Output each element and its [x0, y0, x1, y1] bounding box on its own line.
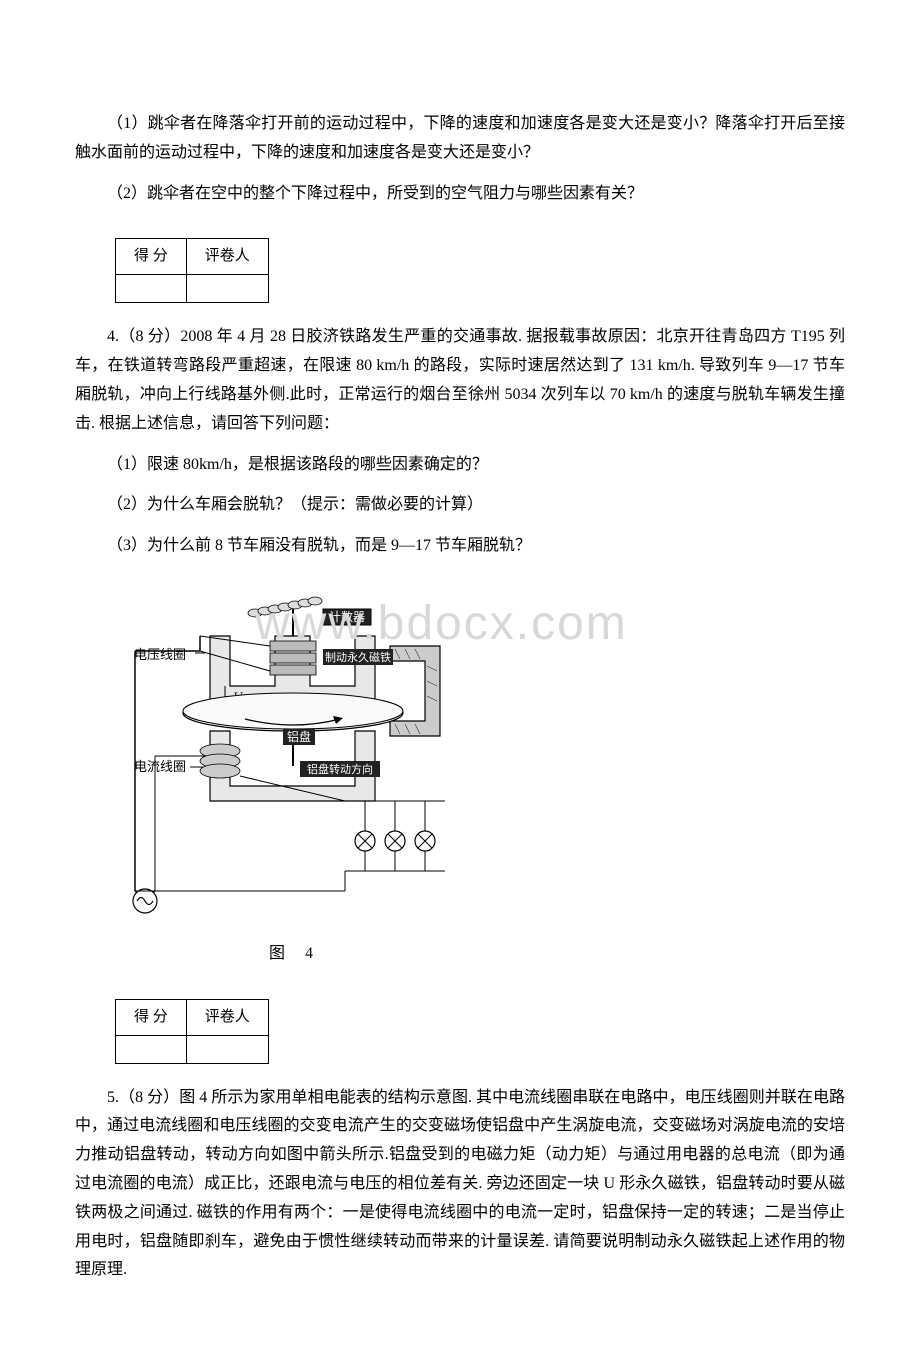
grader-col-label-2: 评卷人 [186, 999, 268, 1035]
score-col-label-2: 得 分 [116, 999, 187, 1035]
grader-col-label: 评卷人 [186, 239, 268, 275]
svg-text:电流线圈: 电流线圈 [134, 759, 186, 774]
q3-sub2: （2）跳伞者在空中的整个下降过程中，所受到的空气阻力与哪些因素有关？ [75, 180, 845, 209]
svg-text:电压线圈: 电压线圈 [134, 647, 186, 662]
score-col-label: 得 分 [116, 239, 187, 275]
q4-sub3: （3）为什么前 8 节车厢没有脱轨，而是 9—17 节车厢脱轨？ [75, 532, 845, 561]
grader-cell-empty [186, 275, 268, 303]
svg-text:计数器: 计数器 [329, 609, 365, 624]
score-table-2: 得 分 评卷人 [115, 999, 269, 1064]
diagram-caption: 图 4 [105, 940, 485, 969]
q4-sub1: （1）限速 80km/h，是根据该路段的哪些因素确定的？ [75, 451, 845, 480]
energy-meter-diagram: 计数器 电压线圈 U [105, 591, 475, 921]
magnet-icon [390, 646, 440, 736]
svg-text:铝盘: 铝盘 [287, 729, 311, 744]
score-cell-empty [116, 275, 187, 303]
score-cell-empty-2 [116, 1035, 187, 1063]
score-table-1: 得 分 评卷人 [115, 238, 269, 303]
q4-stem: 4.（8 分）2008 年 4 月 28 日胶济铁路发生严重的交通事故. 据报载… [75, 323, 845, 438]
grader-cell-empty-2 [186, 1035, 268, 1063]
q4-sub2: （2）为什么车厢会脱轨？（提示：需做必要的计算） [75, 491, 845, 520]
diagram-figure: 计数器 电压线圈 U [105, 591, 485, 969]
svg-text:铝盘转动方向: 铝盘转动方向 [307, 762, 373, 776]
q3-sub1: （1）跳伞者在降落伞打开前的运动过程中，下降的速度和加速度各是变大还是变小？降落… [75, 110, 845, 168]
svg-text:制动永久磁铁: 制动永久磁铁 [325, 650, 391, 664]
voltage-coil-core [200, 636, 375, 701]
q5-stem: 5.（8 分）图 4 所示为家用单相电能表的结构示意图. 其中电流线圈串联在电路… [75, 1084, 845, 1286]
counter-icon [248, 597, 322, 617]
load-symbols [345, 801, 445, 871]
